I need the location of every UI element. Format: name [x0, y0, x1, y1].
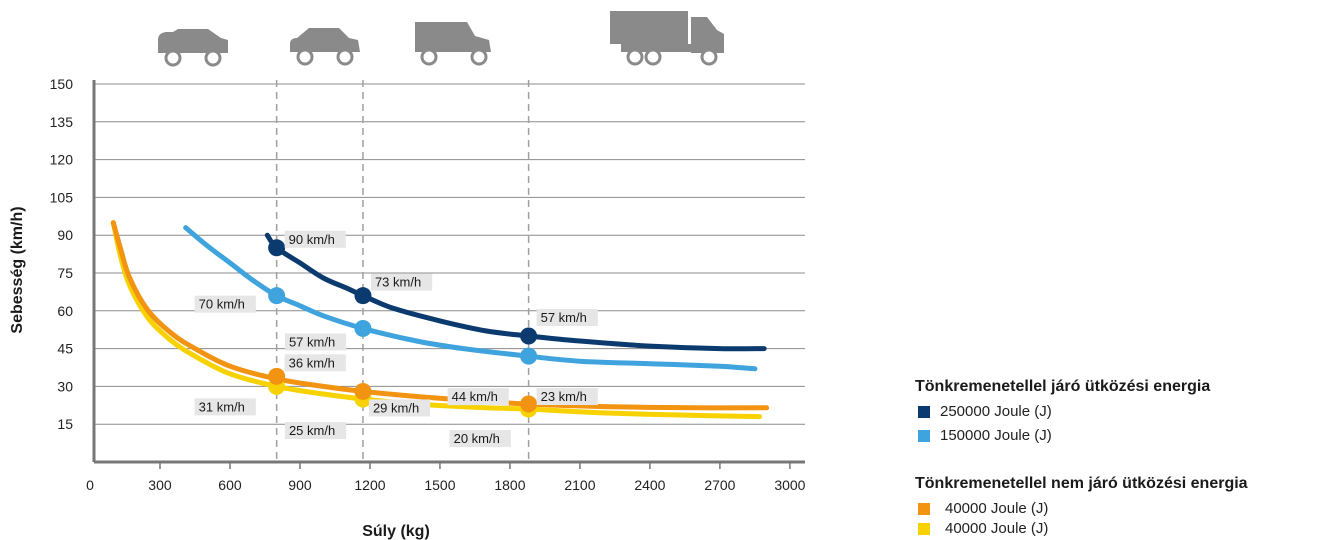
legend-item-label: 150000 Joule (J) [940, 427, 1052, 444]
speed-weight-chart: 0 300 600 900 1200 1500 1800 2100 2400 2700 3000 15… [9, 11, 806, 540]
x-tick-label: 2100 [564, 477, 595, 493]
data-label-background [368, 399, 431, 417]
x-tick-label: 1800 [494, 477, 525, 493]
data-labels: 90 km/h 73 km/h 57 km/h 70 km/h 57 km/h 44 km… [194, 230, 598, 448]
y-tick-label: 150 [50, 76, 74, 92]
x-tick-label: 2700 [704, 477, 735, 493]
data-label-background [447, 388, 509, 406]
data-label: 90 km/h [289, 232, 335, 247]
data-label: 57 km/h [289, 334, 335, 349]
x-axis-title: Súly (kg) [362, 523, 430, 540]
data-point-marker [354, 287, 372, 305]
vehicle-icons [158, 11, 724, 67]
y-tick-label: 135 [50, 114, 74, 130]
y-tick-label: 45 [57, 341, 73, 357]
data-point-marker [354, 319, 372, 337]
series-line-40000-yellow [110, 220, 763, 420]
y-tick-label: 60 [57, 303, 73, 319]
x-tick-label: 0 [86, 477, 94, 493]
legend: Tönkremenetellel járó ütközési energia 2… [915, 0, 1328, 540]
y-tick-label: 30 [57, 378, 73, 394]
legend-swatch-navy [918, 406, 930, 418]
y-tick-label: 75 [57, 265, 73, 281]
data-label: 36 km/h [289, 355, 335, 370]
y-tick-label: 105 [50, 189, 74, 205]
data-label-background [194, 295, 256, 313]
data-label: 23 km/h [541, 389, 587, 404]
series-line-250000 [264, 232, 767, 352]
grid-lines [94, 83, 805, 425]
data-label: 31 km/h [199, 399, 245, 414]
data-label-background [284, 230, 346, 248]
legend-item-label: 40000 Joule (J) [945, 500, 1049, 517]
data-point-marker [268, 287, 286, 305]
y-tick-label: 120 [50, 152, 74, 168]
series-lines [110, 220, 770, 420]
data-label-background [536, 388, 598, 406]
y-tick-label: 15 [57, 416, 73, 432]
truck-icon [610, 11, 724, 66]
legend-item-label: 40000 Joule (J) [945, 520, 1049, 537]
x-tick-label: 1500 [424, 477, 455, 493]
x-tick-label: 2400 [634, 477, 665, 493]
axes [92, 80, 805, 464]
data-point-marker [520, 347, 538, 365]
data-point-marker [268, 239, 286, 257]
legend-group-destructive-title: Tönkremenetellel járó ütközési energia [915, 378, 1211, 395]
data-label-background [449, 430, 511, 448]
data-label-background [536, 309, 598, 326]
y-axis-title: Sebesség (km/h) [9, 206, 26, 333]
legend-swatch-lightblue [918, 430, 930, 442]
data-label: 29 km/h [373, 400, 419, 415]
data-label-background [370, 273, 433, 291]
data-point-marker [520, 327, 538, 345]
data-label: 57 km/h [541, 310, 587, 325]
data-point-marker [268, 367, 286, 385]
x-tick-label: 300 [148, 477, 172, 493]
x-tick-label: 1200 [354, 477, 385, 493]
tick-labels: 0 300 600 900 1200 1500 1800 2100 2400 2700 3000 15… [50, 76, 806, 493]
data-label: 20 km/h [454, 431, 500, 446]
y-tick-label: 90 [57, 227, 73, 243]
x-tick-label: 3000 [774, 477, 805, 493]
data-label: 73 km/h [375, 275, 421, 290]
data-label-background [194, 398, 256, 416]
legend-group-nondestructive-title: Tönkremenetellel nem járó ütközési energ… [915, 475, 1248, 492]
data-label: 25 km/h [289, 423, 335, 438]
legend-item-label: 250000 Joule (J) [940, 403, 1052, 420]
small-car-icon [158, 29, 228, 67]
data-label-background [284, 333, 347, 351]
legend-swatch-orange [918, 503, 930, 515]
data-markers [268, 239, 538, 418]
data-label: 70 km/h [199, 297, 245, 312]
series-line-40000-orange [110, 220, 770, 411]
data-point-marker [354, 382, 372, 400]
legend-swatch-yellow [918, 523, 930, 535]
x-tick-label: 900 [288, 477, 312, 493]
data-label-background [284, 422, 347, 439]
data-label-background [284, 354, 346, 372]
data-point-marker [520, 395, 538, 413]
compact-car-icon [290, 28, 360, 66]
x-tick-label: 600 [218, 477, 242, 493]
van-icon [415, 22, 491, 66]
data-label: 44 km/h [452, 389, 498, 404]
